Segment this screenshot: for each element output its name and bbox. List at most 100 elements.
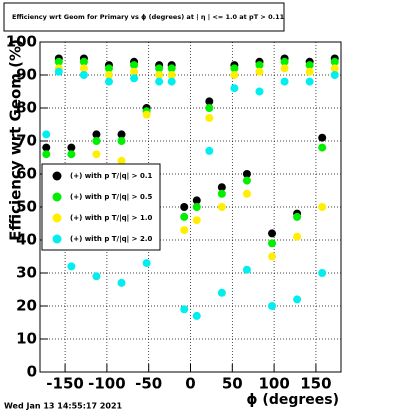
point — [167, 71, 176, 79]
point — [242, 189, 251, 198]
point — [255, 61, 264, 70]
point — [330, 71, 339, 79]
x-tick-label: 100 — [258, 375, 289, 393]
y-tick-label: 90 — [16, 66, 37, 84]
legend-label: (+) with p T/|q| > 0.5 — [70, 193, 153, 202]
point — [217, 189, 226, 198]
point — [67, 143, 76, 152]
point — [67, 150, 76, 159]
point — [54, 57, 63, 66]
chart-title: Efficiency wrt Geom for Primary vs ϕ (de… — [12, 13, 285, 22]
point — [117, 137, 126, 145]
point — [293, 232, 302, 241]
point — [142, 259, 151, 268]
y-tick-label: 30 — [16, 264, 37, 282]
point — [318, 143, 327, 152]
point — [268, 239, 277, 248]
x-tick-label: 0 — [185, 375, 195, 393]
point — [192, 203, 201, 211]
point — [54, 67, 63, 76]
point — [217, 183, 226, 192]
point — [255, 67, 264, 76]
point — [180, 305, 189, 314]
point — [155, 77, 164, 86]
point — [117, 156, 126, 165]
point — [180, 212, 189, 221]
timestamp: Wed Jan 13 14:55:17 2021 — [4, 402, 123, 411]
y-tick-label: 80 — [16, 99, 37, 117]
point — [42, 130, 51, 139]
point — [242, 176, 251, 185]
x-axis-label: ϕ (degrees) — [246, 392, 339, 408]
point — [305, 61, 314, 70]
point — [305, 67, 314, 76]
point — [205, 113, 214, 122]
point — [230, 84, 239, 93]
point — [205, 146, 214, 155]
point — [130, 74, 139, 83]
point — [130, 67, 139, 76]
point — [205, 97, 214, 106]
point — [192, 196, 201, 205]
point — [79, 64, 88, 73]
y-tick-label: 60 — [16, 165, 37, 183]
point — [142, 110, 151, 119]
point — [167, 64, 176, 73]
point — [180, 226, 189, 235]
point — [42, 143, 51, 152]
y-tick-label: 50 — [16, 198, 37, 216]
point — [155, 64, 164, 73]
legend: (+) with p T/|q| > 0.1 (+) with p T/|q| >… — [41, 163, 161, 251]
legend-marker — [52, 192, 62, 202]
x-tick-label: 50 — [222, 375, 243, 393]
point — [217, 203, 226, 211]
x-tick-label: -50 — [135, 375, 162, 393]
legend-label: (+) with p T/|q| > 0.1 — [70, 172, 153, 181]
point — [130, 61, 139, 70]
x-tick-label: 150 — [300, 375, 331, 393]
point — [104, 77, 113, 86]
point — [92, 137, 101, 145]
title-box — [3, 2, 285, 32]
point — [192, 311, 201, 320]
y-tick-label: 20 — [16, 297, 37, 315]
legend-box — [41, 163, 161, 251]
point — [92, 130, 101, 139]
y-tick-label: 100 — [6, 33, 37, 51]
point — [217, 288, 226, 297]
point — [318, 269, 327, 277]
point — [293, 212, 302, 221]
point — [305, 77, 314, 86]
point — [318, 133, 327, 142]
y-tick-label: 0 — [27, 363, 37, 381]
y-tick-label: 70 — [16, 132, 37, 150]
point — [79, 71, 88, 79]
y-tick-label: 10 — [16, 330, 37, 348]
point — [255, 87, 264, 96]
point — [104, 71, 113, 79]
point — [242, 265, 251, 274]
point — [242, 170, 251, 178]
point — [92, 272, 101, 281]
y-axis-label: Efficiency wrt Geom (%) — [7, 39, 25, 241]
point — [280, 77, 289, 86]
point — [293, 295, 302, 304]
point — [155, 71, 164, 79]
point — [180, 203, 189, 211]
point — [42, 150, 51, 159]
point — [318, 203, 327, 211]
legend-marker — [52, 171, 62, 181]
point — [280, 57, 289, 66]
point — [280, 64, 289, 73]
point — [230, 71, 239, 79]
point — [67, 262, 76, 271]
x-tick-label: -150 — [46, 375, 84, 393]
legend-marker — [52, 213, 62, 223]
point — [268, 302, 277, 310]
point — [117, 278, 126, 287]
point — [79, 57, 88, 66]
legend-label: (+) with p T/|q| > 1.0 — [70, 214, 153, 223]
point — [117, 130, 126, 139]
legend-label: (+) with p T/|q| > 2.0 — [70, 235, 153, 244]
